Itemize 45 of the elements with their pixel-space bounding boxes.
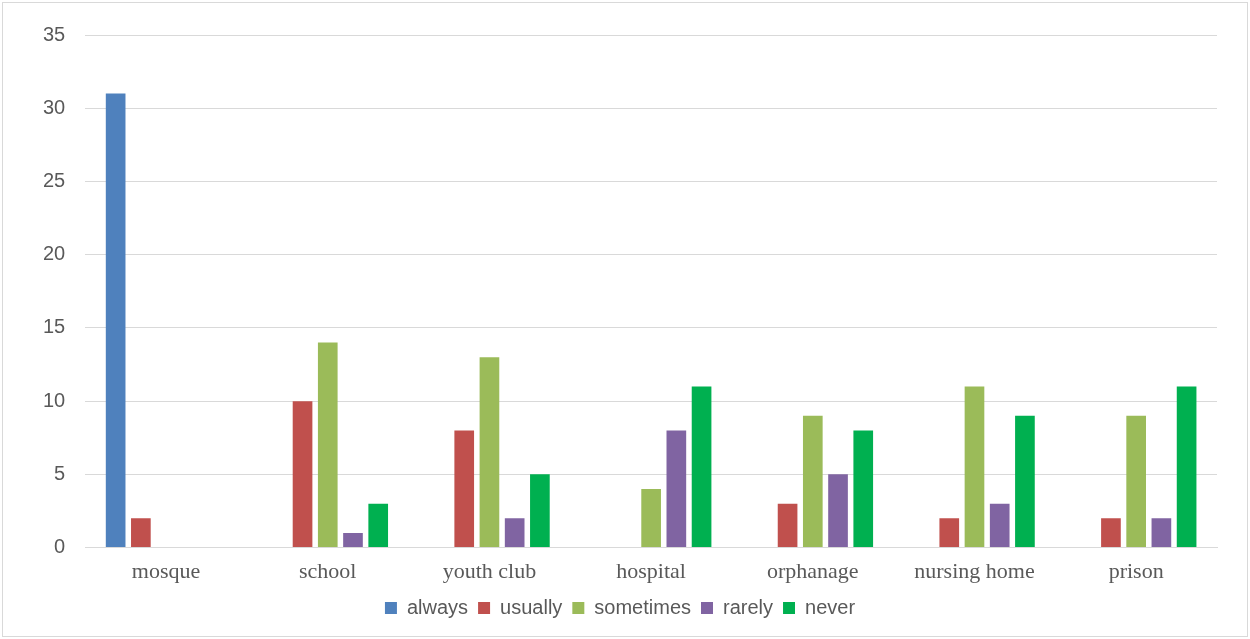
bar — [802, 415, 823, 548]
x-tick-label: orphanage — [766, 557, 859, 583]
bar — [666, 430, 687, 548]
bar — [989, 503, 1010, 548]
x-tick-label: prison — [1108, 557, 1164, 583]
bar — [317, 342, 338, 548]
y-tick-label: 5 — [54, 461, 66, 484]
legend-label: usually — [500, 595, 563, 618]
bar — [1151, 518, 1172, 548]
bar — [1176, 386, 1197, 548]
bar — [828, 474, 848, 548]
bar — [479, 357, 500, 548]
y-tick-label: 15 — [43, 315, 66, 338]
y-tick-label: 35 — [43, 22, 66, 45]
bar — [1015, 415, 1035, 548]
legend-label: always — [406, 595, 469, 618]
y-tick-label: 0 — [54, 535, 66, 558]
bar — [939, 518, 960, 548]
bar — [691, 386, 712, 548]
bar — [777, 503, 798, 548]
bar — [131, 518, 151, 548]
bar — [1101, 518, 1121, 548]
bar — [368, 503, 389, 548]
y-tick-label: 30 — [43, 95, 66, 118]
x-tick-label: mosque — [131, 557, 201, 583]
bar — [504, 518, 525, 548]
bar — [530, 474, 550, 548]
x-tick-label: youth club — [442, 557, 537, 583]
y-tick-label: 10 — [43, 388, 66, 411]
bar — [853, 430, 874, 548]
legend-label: sometimes — [594, 595, 692, 618]
bar — [292, 401, 313, 548]
x-tick-label: nursing home — [914, 557, 1035, 583]
x-tick-label: school — [299, 557, 357, 583]
x-tick-label: hospital — [616, 557, 686, 583]
legend-label: rarely — [723, 595, 774, 618]
legend-label: never — [805, 595, 856, 618]
bar — [1126, 415, 1146, 548]
y-tick-label: 20 — [43, 242, 66, 265]
bar — [343, 532, 363, 548]
bar — [454, 430, 475, 548]
bar — [641, 489, 661, 548]
bar — [105, 93, 126, 548]
bar — [964, 386, 985, 548]
y-tick-label: 25 — [43, 168, 66, 191]
